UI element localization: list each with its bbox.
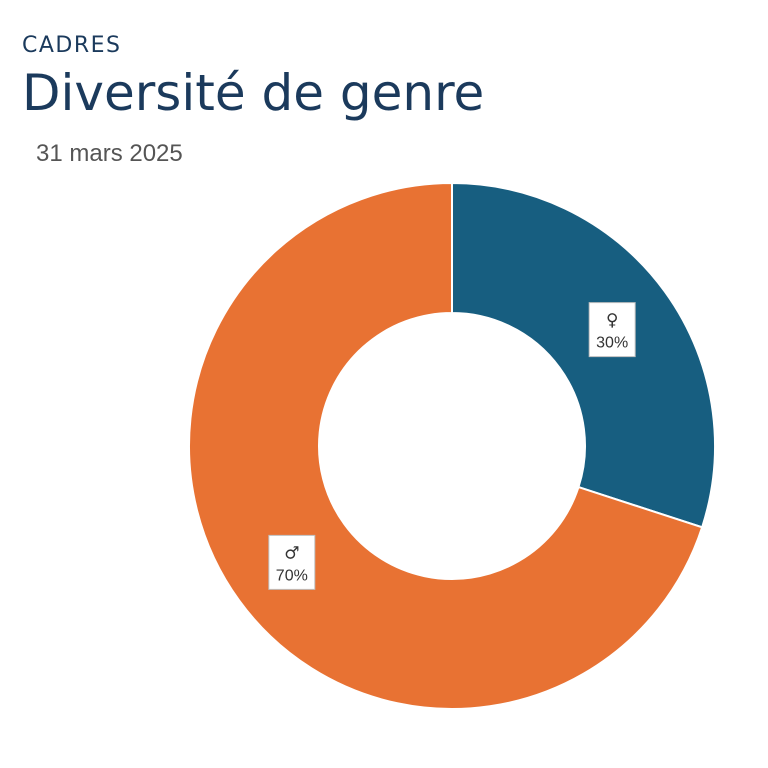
slice-label-male: ♂ 70% <box>268 534 316 590</box>
slice-label-box <box>588 302 636 358</box>
section-eyebrow: CADRES <box>22 33 122 58</box>
slice-label-female: ♀ 30% <box>588 302 636 358</box>
slice-label-box <box>268 534 316 590</box>
male-symbol-icon: ♂ <box>284 543 299 563</box>
page-title: Diversité de genre <box>22 64 485 122</box>
donut-slice-female <box>451 181 716 529</box>
female-symbol-icon: ♀ <box>606 311 618 331</box>
chart-date: 31 mars 2025 <box>36 140 183 167</box>
slice-percent-label: 70% <box>276 567 308 584</box>
donut-slice-male <box>188 181 704 710</box>
slice-percent-label: 30% <box>596 335 628 352</box>
